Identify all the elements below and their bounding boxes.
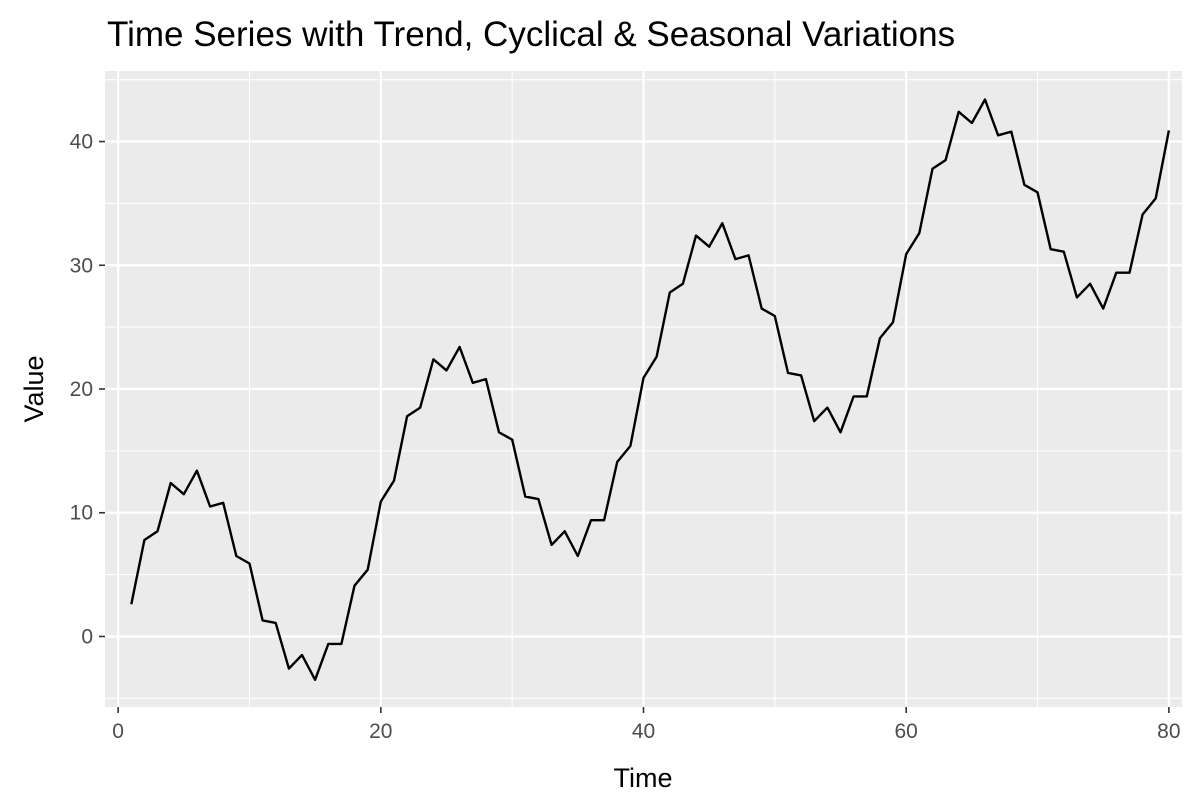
y-tick-label: 0 <box>81 625 93 648</box>
y-tick-label: 30 <box>70 254 93 277</box>
y-axis-title: Value <box>19 355 49 422</box>
y-tick-label: 20 <box>70 378 93 401</box>
x-tick-label: 40 <box>632 720 655 743</box>
axes: 0 20 40 60 80 0 10 20 30 40 <box>70 131 1181 743</box>
x-axis-title: Time <box>614 763 673 793</box>
chart-title: Time Series with Trend, Cyclical & Seaso… <box>107 15 956 54</box>
x-tick-label: 60 <box>895 720 918 743</box>
y-tick-label: 10 <box>70 502 93 525</box>
grid-lines <box>105 71 1182 707</box>
series-line <box>130 98 1171 681</box>
x-tick-label: 0 <box>112 720 124 743</box>
y-tick-label: 40 <box>70 131 93 154</box>
x-tick-label: 20 <box>369 720 392 743</box>
x-tick-label: 80 <box>1157 720 1180 743</box>
